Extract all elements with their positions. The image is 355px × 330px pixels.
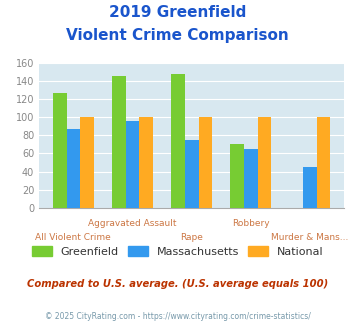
Text: All Violent Crime: All Violent Crime: [36, 233, 111, 242]
Text: 2019 Greenfield: 2019 Greenfield: [109, 5, 246, 20]
Bar: [198, 117, 212, 208]
Bar: [80, 117, 94, 208]
Bar: [171, 74, 185, 208]
Text: Robbery: Robbery: [232, 219, 270, 228]
Bar: [258, 117, 271, 208]
Bar: [244, 149, 258, 208]
Bar: [230, 145, 244, 208]
Bar: [185, 140, 198, 208]
Bar: [139, 117, 153, 208]
Text: Compared to U.S. average. (U.S. average equals 100): Compared to U.S. average. (U.S. average …: [27, 279, 328, 289]
Legend: Greenfield, Massachusetts, National: Greenfield, Massachusetts, National: [27, 242, 328, 261]
Bar: [112, 76, 126, 208]
Text: © 2025 CityRating.com - https://www.cityrating.com/crime-statistics/: © 2025 CityRating.com - https://www.city…: [45, 312, 310, 321]
Bar: [303, 167, 317, 208]
Text: Aggravated Assault: Aggravated Assault: [88, 219, 177, 228]
Bar: [126, 121, 139, 208]
Text: Violent Crime Comparison: Violent Crime Comparison: [66, 28, 289, 43]
Text: Murder & Mans...: Murder & Mans...: [271, 233, 349, 242]
Text: Rape: Rape: [180, 233, 203, 242]
Bar: [66, 129, 80, 208]
Bar: [317, 117, 331, 208]
Bar: [53, 93, 66, 208]
